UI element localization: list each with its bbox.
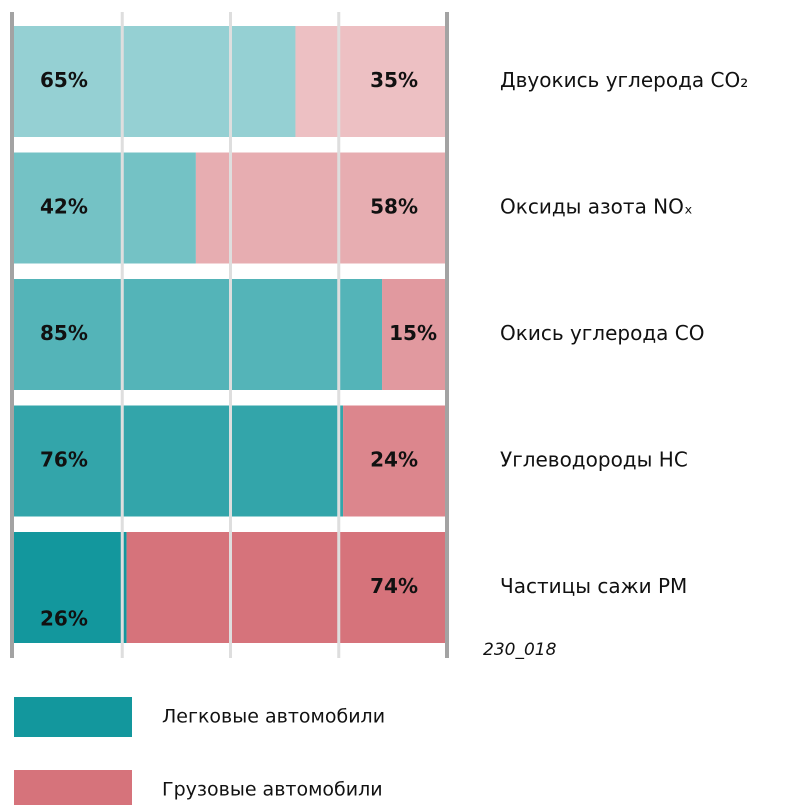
value-label: 65% <box>40 68 88 92</box>
legend-swatch <box>14 770 132 805</box>
value-label: 35% <box>370 68 418 92</box>
value-label: 42% <box>40 195 88 219</box>
value-label: 58% <box>370 195 418 219</box>
category-label: Углеводороды HC <box>500 448 688 472</box>
legend-label: Грузовые автомобили <box>162 779 383 801</box>
legend-label: Легковые автомобили <box>162 706 385 728</box>
value-label: 15% <box>389 321 437 345</box>
value-label: 76% <box>40 448 88 472</box>
category-label: Частицы сажи PM <box>500 574 687 598</box>
value-label: 26% <box>40 607 88 631</box>
legend-swatch <box>14 697 132 737</box>
category-label: Оксиды азота NOₓ <box>500 195 693 219</box>
chart: 230_018 Двуокись углерода CO₂ Оксиды азот… <box>0 0 807 805</box>
value-label: 74% <box>370 574 418 598</box>
value-label: 24% <box>370 448 418 472</box>
category-label: Окись углерода CO <box>500 321 704 345</box>
annotation: 230_018 <box>483 640 557 660</box>
value-label: 85% <box>40 321 88 345</box>
category-label: Двуокись углерода CO₂ <box>500 68 748 92</box>
